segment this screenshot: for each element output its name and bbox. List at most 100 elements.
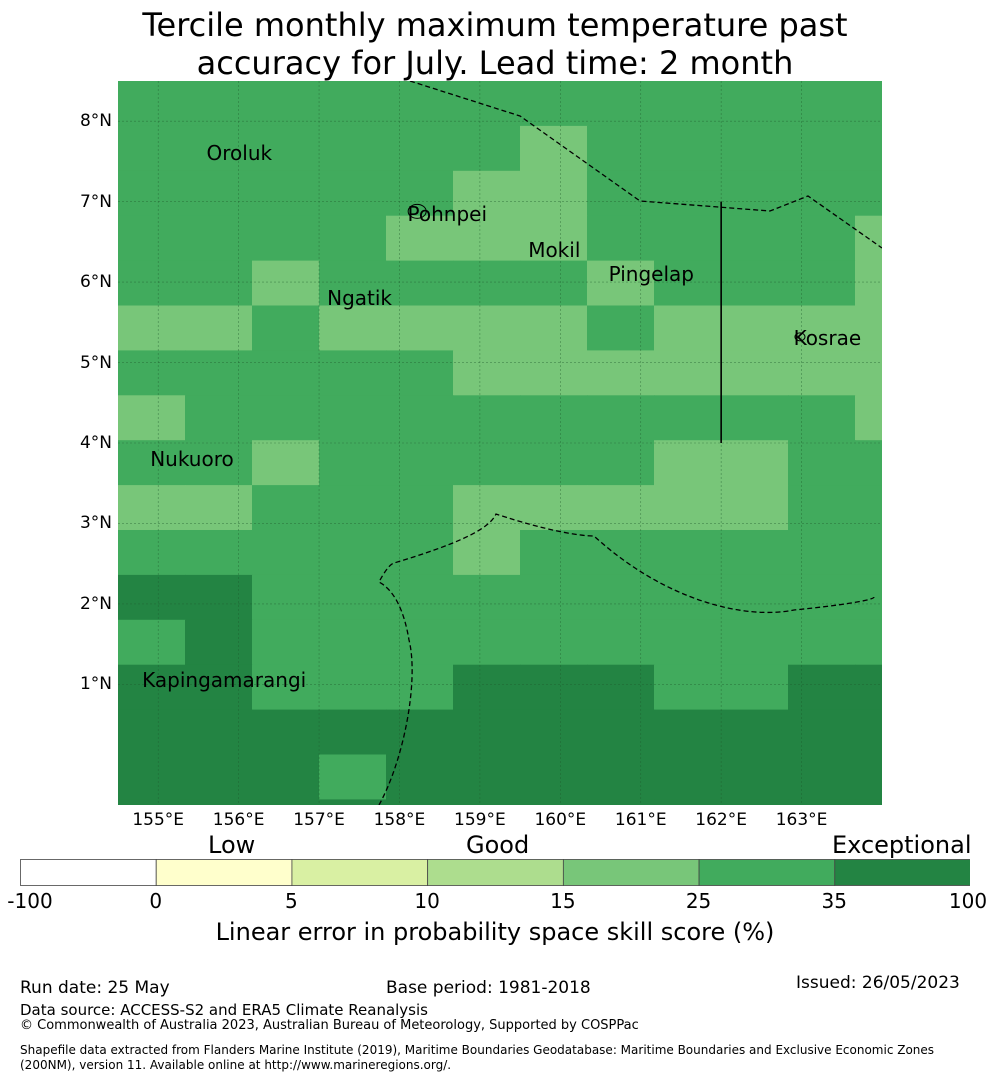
skill-cell (252, 799, 320, 805)
skill-cell (587, 215, 655, 262)
skill-cell (721, 709, 789, 756)
skill-cell (587, 664, 655, 711)
skill-cell (453, 170, 521, 217)
skill-cell (386, 215, 454, 262)
skill-cell (855, 574, 882, 621)
eez-boundary-south (378, 513, 875, 805)
skill-cell (721, 440, 789, 486)
skill-cell (185, 574, 253, 621)
colorbar-tick-label: 100 (948, 889, 988, 913)
colorbar-segment (20, 859, 157, 886)
skill-cell (319, 530, 387, 576)
longitude-tick-label: 163°E (775, 810, 828, 830)
latitude-tick-label: 5°N (79, 352, 112, 373)
latitude-tick-label: 8°N (79, 111, 112, 132)
skill-cell (118, 215, 186, 262)
skill-cell (721, 305, 789, 351)
colorbar-segment (291, 859, 429, 886)
skill-cell (654, 350, 722, 396)
skill-cell (185, 395, 253, 441)
skill-cell (185, 619, 253, 666)
skill-cell (453, 619, 521, 666)
colorbar-tick-label: -100 (7, 889, 53, 913)
shapefile-credit: Shapefile data extracted from Flanders M… (20, 1043, 934, 1073)
skill-cell (520, 305, 588, 351)
place-label-kosrae: Kosrae (793, 326, 862, 351)
skill-cell (520, 574, 588, 621)
skill-cell (386, 530, 454, 576)
skill-cell (855, 530, 882, 576)
skill-cell (654, 619, 722, 666)
skill-cell (587, 574, 655, 621)
skill-cell (721, 574, 789, 621)
skill-cell (118, 440, 186, 486)
skill-cell (185, 125, 253, 172)
skill-cell (319, 574, 387, 621)
skill-cell (788, 395, 856, 441)
skill-cell (252, 125, 320, 172)
skill-cell (185, 709, 253, 756)
skill-cell (587, 709, 655, 756)
skill-cell (855, 485, 882, 531)
skill-cell (654, 709, 722, 756)
issued-date: Issued: 26/05/2023 (796, 973, 960, 993)
skill-cell (788, 125, 856, 172)
colorbar (20, 859, 970, 886)
skill-cell (185, 485, 253, 531)
skill-cell (788, 81, 856, 127)
latitude-tick-label: 7°N (79, 191, 112, 212)
longitude-tick-label: 155°E (132, 810, 185, 830)
skill-cell (386, 485, 454, 531)
colorbar-segment (834, 859, 970, 886)
place-label-nukuoro: Nukuoro (150, 447, 234, 472)
skill-cell (855, 440, 882, 486)
skill-cell (453, 709, 521, 756)
skill-cell (185, 799, 253, 805)
skill-cell (185, 305, 253, 351)
longitude-tick-label: 158°E (373, 810, 426, 830)
skill-cell (587, 799, 655, 805)
skill-cell (453, 574, 521, 621)
skill-cell (118, 350, 186, 396)
skill-cell (386, 170, 454, 217)
skill-cell (788, 440, 856, 486)
skill-cell (453, 260, 521, 307)
skill-cell (453, 530, 521, 576)
skill-cell (721, 485, 789, 531)
skill-cell (319, 215, 387, 262)
skill-cell (587, 260, 655, 307)
skill-cell (386, 619, 454, 666)
skill-cell (721, 530, 789, 576)
skill-cell (855, 81, 882, 127)
place-label-mokil: Mokil (528, 237, 581, 262)
latitude-tick-label: 4°N (79, 433, 112, 453)
longitude-tick-label: 162°E (695, 810, 747, 830)
skill-cell (788, 350, 856, 396)
skill-cell (118, 619, 186, 666)
copyright-notice: © Commonwealth of Australia 2023, Austra… (20, 1018, 639, 1033)
skill-cell (721, 754, 789, 800)
colorbar-tick-label: 15 (550, 889, 576, 913)
skill-cell (788, 485, 856, 531)
skill-cell (453, 664, 521, 711)
skill-cell (587, 395, 655, 441)
skill-cell (788, 305, 856, 351)
skill-cell (252, 664, 320, 711)
skill-cell (252, 170, 320, 217)
skill-cell (118, 260, 186, 307)
skill-cell (788, 619, 856, 666)
skill-cell (587, 754, 655, 800)
skill-cell (855, 664, 882, 711)
longitude-tick-label: 156°E (212, 810, 265, 830)
skill-cell (118, 485, 186, 531)
skill-cell (788, 530, 856, 576)
skill-cell (319, 619, 387, 666)
skill-cell (252, 81, 320, 127)
skill-cell (252, 709, 320, 756)
skill-cell (654, 170, 722, 217)
skill-cell (721, 125, 789, 172)
skill-cell (185, 350, 253, 396)
skill-cell (453, 485, 521, 531)
skill-cell (654, 125, 722, 172)
place-label-ngatik: Ngatik (327, 286, 393, 311)
